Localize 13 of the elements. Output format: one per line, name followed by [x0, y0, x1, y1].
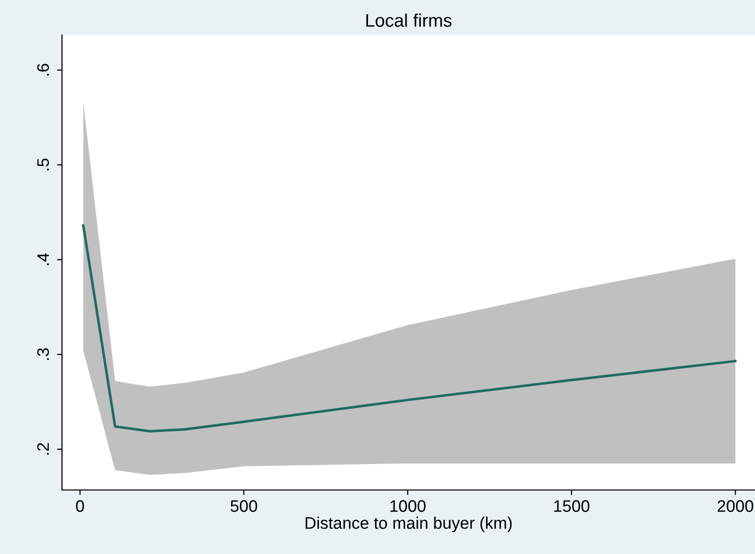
y-tick-label: .6 — [37, 64, 49, 76]
x-tick-label: 500 — [230, 500, 258, 512]
chart-title: Local firms — [366, 14, 452, 27]
x-tick-label: 0 — [76, 500, 84, 512]
y-tick-label: .5 — [37, 158, 49, 170]
x-tick-label: 1000 — [390, 500, 426, 512]
y-tick-label: .4 — [37, 253, 49, 266]
y-tick-label: .3 — [37, 348, 49, 360]
x-tick-label: 2000 — [718, 500, 754, 512]
line-series — [82, 224, 737, 432]
y-tick-label: .2 — [37, 443, 49, 455]
x-axis-title: Distance to main buyer (km) — [306, 516, 512, 532]
x-tick-label: 1500 — [554, 500, 590, 512]
